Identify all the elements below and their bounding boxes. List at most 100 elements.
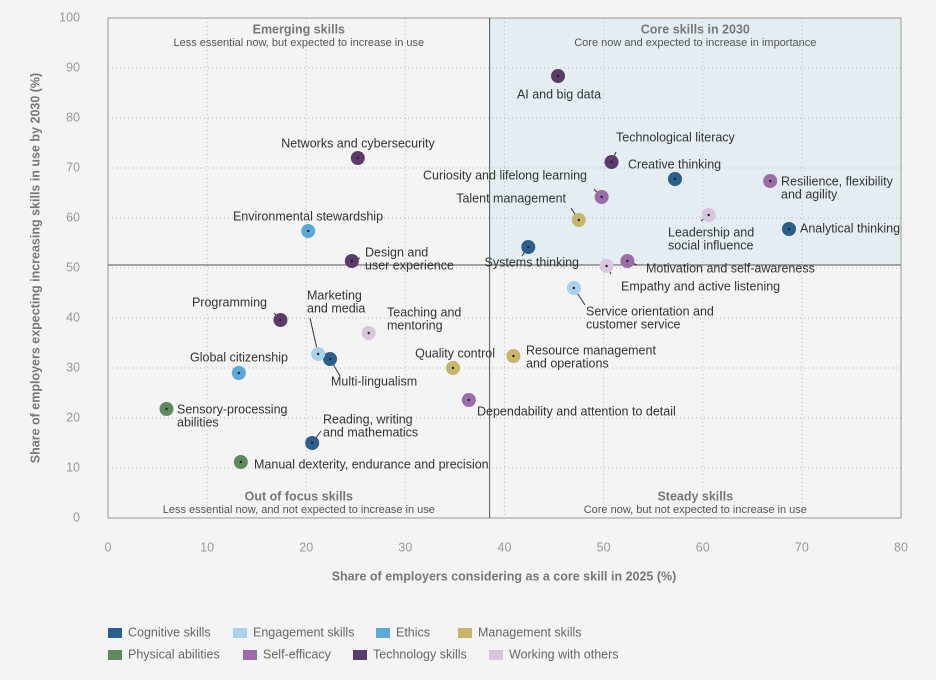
point-label: Sensory-processing [177, 402, 288, 416]
quadrant-subtitle: Core now, but not expected to increase i… [584, 504, 807, 516]
point-label: AI and big data [517, 87, 601, 101]
y-tick-label: 60 [66, 210, 80, 224]
y-tick-label: 0 [73, 510, 80, 524]
point-label: Service orientation and [586, 304, 714, 318]
legend-swatch [489, 650, 503, 660]
y-tick-label: 30 [66, 360, 80, 374]
point-label: Programming [192, 295, 267, 309]
point-center [356, 156, 359, 160]
y-axis-label: Share of employers expecting increasing … [28, 73, 42, 463]
point-center [451, 366, 455, 370]
x-tick-label: 30 [398, 540, 412, 554]
x-tick-label: 20 [299, 540, 313, 554]
legend-swatch [108, 650, 122, 660]
point-label: social influence [668, 238, 754, 252]
point-label: Manual dexterity, endurance and precisio… [254, 457, 489, 471]
point-label: Talent management [456, 191, 566, 205]
point-label: and agility [781, 187, 838, 201]
point-center [572, 286, 576, 290]
x-tick-label: 60 [696, 540, 710, 554]
point-label: Teaching and [387, 305, 461, 319]
x-axis-label: Share of employers considering as a core… [332, 569, 677, 583]
point-label: and operations [526, 356, 609, 370]
point-center [310, 441, 314, 445]
point-center [673, 177, 677, 181]
point-label: Leadership and [668, 225, 754, 239]
point-center [350, 259, 354, 263]
y-tick-label: 70 [66, 160, 80, 174]
point-label: Technological literacy [616, 130, 736, 144]
x-tick-label: 50 [597, 540, 611, 554]
core-quadrant-shade [489, 18, 901, 265]
point-center [279, 318, 282, 322]
point-label: user experience [365, 258, 454, 272]
legend-swatch [458, 628, 472, 638]
point-center [527, 245, 530, 249]
point-label: Resilience, flexibility [781, 174, 894, 188]
point-label: and mathematics [323, 425, 418, 439]
point-label: customer service [586, 317, 681, 331]
point-label: Reading, writing [323, 412, 413, 426]
quadrant-subtitle: Core now and expected to increase in imp… [574, 37, 816, 49]
legend-label: Cognitive skills [128, 625, 211, 639]
legend-label: Ethics [396, 625, 430, 639]
quadrant-subtitle: Less essential now, but expected to incr… [173, 37, 424, 49]
point-label: Resource management [526, 343, 656, 357]
point-center [367, 331, 370, 335]
legend-swatch [243, 650, 257, 660]
point-center [707, 213, 710, 217]
point-center [316, 352, 320, 356]
y-tick-label: 80 [66, 110, 80, 124]
x-tick-label: 10 [200, 540, 214, 554]
legend-label: Self-efficacy [263, 647, 332, 661]
quadrant-title: Core skills in 2030 [641, 22, 750, 36]
y-tick-label: 50 [66, 260, 80, 274]
point-center [328, 357, 332, 361]
y-tick-label: 10 [66, 460, 80, 474]
point-label: Global citizenship [190, 350, 288, 364]
legend-label: Physical abilities [128, 647, 220, 661]
point-label: Quality control [415, 346, 495, 360]
point-label: Creative thinking [628, 157, 721, 171]
x-tick-label: 40 [498, 540, 512, 554]
x-tick-label: 70 [795, 540, 809, 554]
quadrant-title: Out of focus skills [245, 489, 353, 503]
point-label: Design and [365, 245, 428, 259]
point-label: Environmental stewardship [233, 209, 383, 223]
point-label: Systems thinking [485, 255, 580, 269]
quadrant-title: Emerging skills [253, 22, 345, 36]
point-center [577, 218, 581, 222]
legend-label: Engagement skills [253, 625, 354, 639]
y-tick-label: 20 [66, 410, 80, 424]
legend-label: Technology skills [373, 647, 467, 661]
y-tick-label: 100 [59, 10, 80, 24]
point-center [787, 227, 791, 231]
y-tick-label: 40 [66, 310, 80, 324]
legend-swatch [353, 650, 367, 660]
point-center [165, 407, 168, 411]
point-label: Multi-lingualism [331, 374, 417, 388]
point-label: Motivation and self-awareness [646, 261, 815, 275]
legend-label: Management skills [478, 625, 582, 639]
point-center [768, 179, 772, 183]
point-center [556, 74, 560, 78]
legend-label: Working with others [509, 647, 619, 661]
point-label: Curiosity and lifelong learning [423, 168, 587, 182]
x-tick-label: 80 [894, 540, 908, 554]
point-center [600, 195, 603, 199]
point-label: Networks and cybersecurity [281, 136, 435, 150]
legend-swatch [108, 628, 122, 638]
point-center [237, 371, 241, 375]
plot-border [107, 17, 902, 519]
legend-swatch [233, 628, 247, 638]
point-label: abilities [177, 415, 219, 429]
y-tick-label: 90 [66, 60, 80, 74]
point-center [307, 229, 310, 233]
point-center [467, 398, 471, 402]
point-center [239, 460, 243, 464]
x-tick-label: 0 [105, 540, 112, 554]
point-label: mentoring [387, 318, 443, 332]
point-label: and media [307, 301, 365, 315]
point-label: Analytical thinking [800, 221, 900, 235]
